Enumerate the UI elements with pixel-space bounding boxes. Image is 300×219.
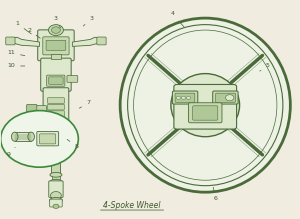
Text: 2: 2: [27, 28, 40, 38]
FancyBboxPatch shape: [48, 104, 64, 110]
Circle shape: [226, 95, 234, 101]
Text: 7: 7: [79, 101, 91, 108]
Text: 4-Spoke Wheel: 4-Spoke Wheel: [103, 201, 161, 210]
Circle shape: [51, 192, 61, 199]
Ellipse shape: [28, 132, 34, 141]
Ellipse shape: [171, 74, 240, 137]
FancyBboxPatch shape: [49, 181, 63, 197]
FancyBboxPatch shape: [97, 37, 106, 45]
FancyBboxPatch shape: [47, 75, 65, 86]
FancyBboxPatch shape: [33, 106, 46, 113]
FancyBboxPatch shape: [188, 103, 222, 123]
Bar: [51, 54, 61, 59]
FancyBboxPatch shape: [43, 37, 69, 55]
Text: 3: 3: [83, 16, 94, 26]
FancyBboxPatch shape: [27, 104, 37, 115]
Circle shape: [1, 111, 78, 167]
Polygon shape: [72, 37, 101, 46]
Circle shape: [182, 96, 185, 99]
Text: 6: 6: [213, 187, 218, 201]
Circle shape: [176, 96, 181, 99]
Ellipse shape: [50, 197, 62, 203]
Ellipse shape: [11, 132, 18, 141]
Bar: [15, 132, 31, 141]
FancyBboxPatch shape: [172, 91, 198, 104]
FancyBboxPatch shape: [48, 111, 64, 117]
FancyBboxPatch shape: [49, 77, 63, 84]
FancyBboxPatch shape: [174, 85, 237, 129]
Circle shape: [49, 25, 63, 35]
Circle shape: [53, 204, 59, 208]
FancyBboxPatch shape: [6, 37, 15, 45]
FancyBboxPatch shape: [43, 88, 69, 122]
Text: 8: 8: [67, 140, 79, 149]
Text: 10: 10: [7, 64, 25, 69]
Ellipse shape: [50, 179, 62, 184]
Bar: [52, 120, 60, 175]
Ellipse shape: [50, 172, 62, 177]
Circle shape: [52, 27, 60, 33]
FancyBboxPatch shape: [193, 106, 218, 120]
Text: 3: 3: [54, 16, 60, 28]
FancyBboxPatch shape: [213, 91, 238, 104]
Text: 4: 4: [170, 11, 184, 27]
Circle shape: [186, 96, 191, 99]
FancyBboxPatch shape: [50, 199, 62, 207]
Bar: [52, 174, 60, 182]
FancyBboxPatch shape: [175, 93, 195, 102]
FancyBboxPatch shape: [48, 98, 64, 103]
FancyBboxPatch shape: [67, 76, 78, 82]
FancyBboxPatch shape: [37, 131, 58, 146]
FancyBboxPatch shape: [38, 30, 74, 61]
FancyBboxPatch shape: [40, 134, 56, 144]
Ellipse shape: [120, 18, 290, 192]
Text: 11: 11: [7, 50, 25, 56]
Text: 1: 1: [15, 21, 31, 34]
FancyBboxPatch shape: [41, 58, 71, 91]
FancyBboxPatch shape: [46, 40, 66, 50]
FancyBboxPatch shape: [216, 93, 236, 102]
Polygon shape: [11, 37, 40, 46]
Text: 5: 5: [260, 64, 270, 71]
Text: 9: 9: [6, 147, 15, 157]
